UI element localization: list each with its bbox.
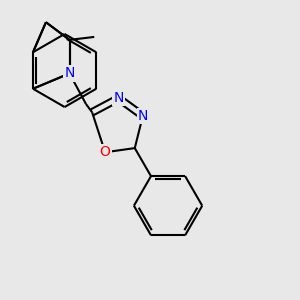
Text: N: N: [138, 109, 148, 123]
Text: N: N: [113, 91, 124, 105]
Text: N: N: [64, 66, 75, 80]
Text: O: O: [100, 145, 111, 159]
